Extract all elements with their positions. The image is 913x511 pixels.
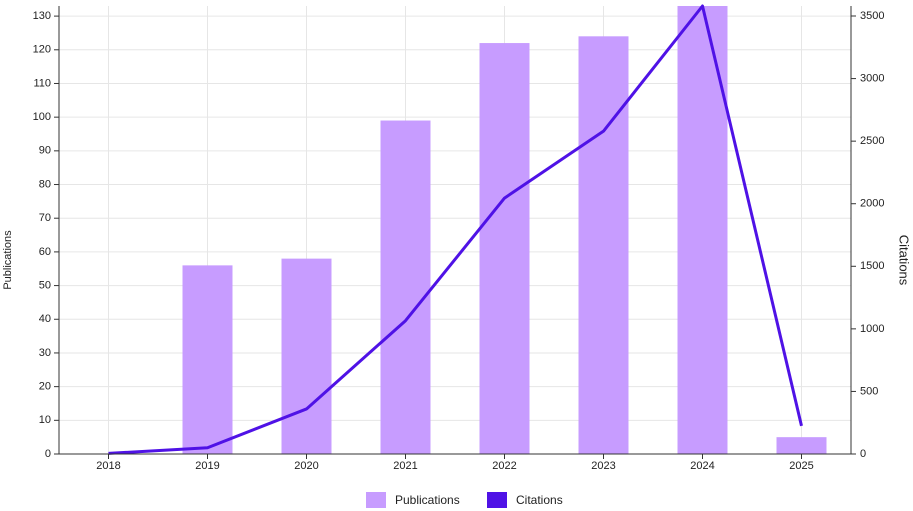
legend-swatch[interactable] [366,492,386,508]
y-tick-label: 20 [39,381,51,393]
y-tick-label: 50 [39,279,51,291]
x-tick-label: 2020 [294,460,318,472]
bar [677,6,728,454]
bar [578,36,629,454]
bar [380,120,431,455]
y-tick-label: 120 [33,44,51,56]
y-tick-label: 0 [45,448,51,460]
x-tick-label: 2023 [591,460,615,472]
x-tick-label: 2022 [492,460,516,472]
y-tick-label: 10 [39,414,51,426]
bar [479,43,530,454]
x-tick-label: 2024 [690,460,714,472]
y-tick-label: 70 [39,212,51,224]
y-tick-label: 60 [39,246,51,258]
bar [776,437,827,454]
y2-tick-label: 3500 [860,10,884,22]
y2-tick-label: 0 [860,448,866,460]
y-tick-label: 110 [33,77,51,89]
y-tick-label: 130 [33,10,51,22]
x-tick-label: 2025 [789,460,813,472]
y2-tick-label: 1000 [860,323,884,335]
line [108,4,803,455]
y-tick-label: 80 [39,178,51,190]
y2-tick-label: 1500 [860,260,884,272]
x-tick-label: 2019 [195,460,219,472]
y2-tick-label: 2500 [860,135,884,147]
y2-tick-label: 3000 [860,72,884,84]
y2-axis-title: Citations [897,235,912,286]
y-tick-label: 100 [33,111,51,123]
y-tick-label: 30 [39,347,51,359]
legend-label[interactable]: Citations [516,493,563,507]
y2-tick-label: 500 [860,385,878,397]
bar [182,265,233,454]
legend-label[interactable]: Publications [395,493,460,507]
y-axis-title: Publications [2,230,14,290]
y2-tick-label: 2000 [860,198,884,210]
x-tick-label: 2021 [393,460,417,472]
bar [281,258,332,454]
y-tick-label: 40 [39,313,51,325]
legend-swatch[interactable] [487,492,507,508]
x-tick-label: 2018 [96,460,120,472]
y-tick-label: 90 [39,145,51,157]
